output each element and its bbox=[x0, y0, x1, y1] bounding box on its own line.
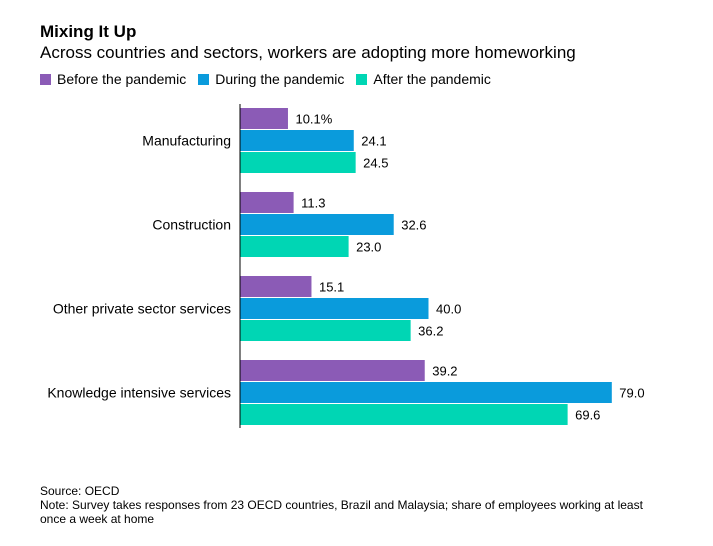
chart-title: Mixing It Up bbox=[40, 22, 137, 41]
bar bbox=[240, 108, 288, 129]
bar bbox=[240, 152, 356, 173]
data-label: 32.6 bbox=[401, 218, 426, 233]
chart-subtitle: Across countries and sectors, workers ar… bbox=[40, 43, 576, 62]
data-label: 40.0 bbox=[436, 302, 461, 317]
note-text: Note: Survey takes responses from 23 OEC… bbox=[40, 498, 643, 526]
legend: Before the pandemic During the pandemic … bbox=[40, 71, 491, 87]
legend-label-before: Before the pandemic bbox=[57, 71, 187, 87]
bar bbox=[240, 404, 568, 425]
legend-swatch-after bbox=[356, 73, 368, 85]
bar bbox=[240, 360, 425, 381]
bar bbox=[240, 276, 312, 297]
bar bbox=[240, 130, 354, 151]
category-label: Manufacturing bbox=[142, 133, 231, 149]
data-label: 24.1 bbox=[361, 134, 386, 149]
data-label: 39.2 bbox=[432, 364, 457, 379]
data-label: 79.0 bbox=[619, 386, 644, 401]
chart-notes: Source: OECD Note: Survey takes response… bbox=[40, 484, 660, 526]
legend-label-during: During the pandemic bbox=[215, 71, 345, 87]
category-label: Construction bbox=[152, 217, 231, 233]
legend-item-during: During the pandemic bbox=[198, 71, 344, 87]
legend-item-after: After the pandemic bbox=[356, 71, 491, 87]
data-label: 36.2 bbox=[418, 324, 443, 339]
data-label: 69.6 bbox=[575, 408, 600, 423]
category-label: Other private sector services bbox=[53, 301, 231, 317]
source-text: Source: OECD bbox=[40, 484, 120, 498]
bar bbox=[240, 214, 394, 235]
legend-label-after: After the pandemic bbox=[373, 71, 491, 87]
bar bbox=[240, 320, 411, 341]
data-label: 15.1 bbox=[319, 280, 344, 295]
data-label: 10.1% bbox=[295, 112, 332, 127]
category-label: Knowledge intensive services bbox=[47, 385, 231, 401]
bar bbox=[240, 382, 612, 403]
legend-swatch-before bbox=[40, 73, 51, 85]
bar bbox=[240, 236, 349, 257]
data-label: 24.5 bbox=[363, 156, 388, 171]
legend-swatch-during bbox=[198, 73, 210, 85]
data-label: 23.0 bbox=[356, 240, 381, 255]
bar bbox=[240, 192, 294, 213]
bar bbox=[240, 298, 429, 319]
data-label: 11.3 bbox=[301, 196, 325, 211]
legend-item-before: Before the pandemic bbox=[40, 71, 186, 87]
